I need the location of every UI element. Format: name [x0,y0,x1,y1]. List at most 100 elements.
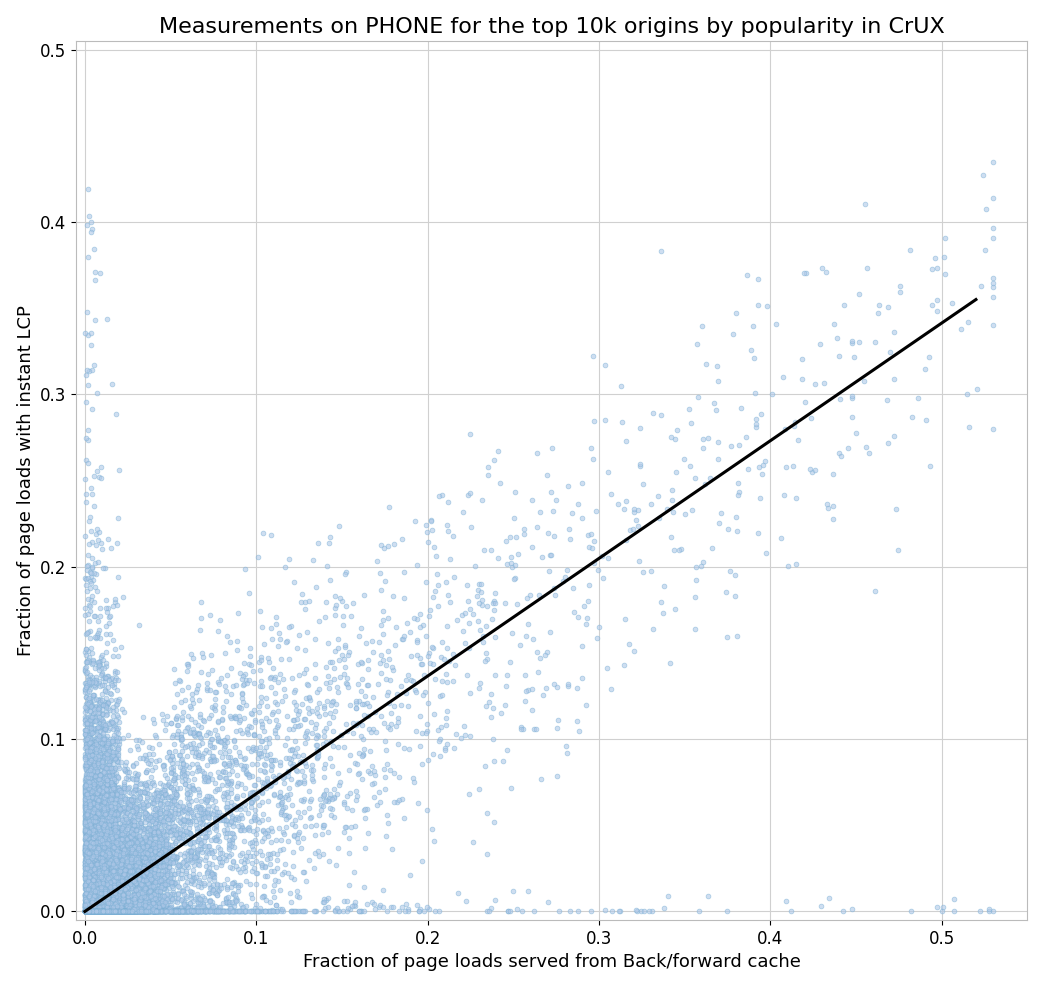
Point [92,904,109,920]
Point [153,872,170,888]
Point [114,900,130,916]
Point [80,878,97,894]
Point [82,903,99,919]
Point [126,885,143,901]
Point [100,858,117,873]
Point [130,732,147,748]
Point [417,904,433,920]
Point [84,879,100,895]
Point [112,864,128,879]
Point [84,853,100,868]
Point [232,665,248,681]
Point [373,583,389,599]
Point [77,757,94,773]
Point [95,854,112,869]
Point [478,805,495,821]
Point [79,904,96,920]
Point [84,904,100,920]
Point [181,904,197,920]
Point [105,904,122,920]
Point [77,680,94,696]
Point [113,904,129,920]
Point [162,875,179,891]
Point [103,849,120,864]
Point [101,824,118,840]
Point [80,904,97,920]
Point [132,845,148,861]
Point [128,852,145,867]
Point [81,860,98,875]
Point [85,861,101,876]
Point [101,898,118,914]
Point [156,783,172,799]
Point [84,778,100,793]
Point [89,763,105,779]
Point [85,899,101,915]
Point [84,400,100,416]
Point [678,506,694,522]
Point [85,904,101,920]
Point [90,874,106,890]
Point [91,904,108,920]
Point [148,904,165,920]
Point [103,829,120,845]
Point [91,692,108,707]
Point [106,880,123,896]
Point [182,895,198,911]
Point [928,899,945,915]
Point [146,815,163,831]
Point [82,708,99,724]
Point [86,904,102,920]
Point [279,787,295,803]
Point [79,904,96,920]
Point [117,904,134,920]
Point [84,733,100,749]
Point [174,904,191,920]
Point [80,717,97,733]
Point [108,904,124,920]
Point [118,904,135,920]
Point [90,837,106,853]
Point [93,758,110,774]
Point [80,886,97,902]
Point [143,904,160,920]
Point [238,721,255,737]
Point [90,814,106,830]
Point [301,594,317,610]
Point [90,819,106,835]
Point [295,665,312,681]
Point [130,829,147,845]
Point [94,892,111,908]
Point [110,853,126,868]
Point [390,736,407,752]
Point [78,847,95,863]
Point [85,811,101,827]
Point [104,904,121,920]
Point [80,904,97,920]
Point [90,794,106,810]
Point [247,740,264,756]
Point [358,677,375,693]
Point [348,791,364,807]
Point [235,668,252,684]
Point [89,800,105,816]
Point [331,777,348,792]
Point [77,904,94,920]
Point [253,749,269,765]
Point [254,904,270,920]
Point [269,718,286,734]
Point [348,782,364,798]
Point [112,848,128,864]
Point [80,904,97,920]
Point [155,850,171,865]
Point [118,826,135,842]
Point [117,821,134,837]
Point [97,883,114,899]
Point [125,882,142,898]
Point [122,904,139,920]
Point [135,845,151,861]
Point [167,904,184,920]
Point [304,703,321,719]
Point [89,775,105,790]
Point [153,893,170,909]
